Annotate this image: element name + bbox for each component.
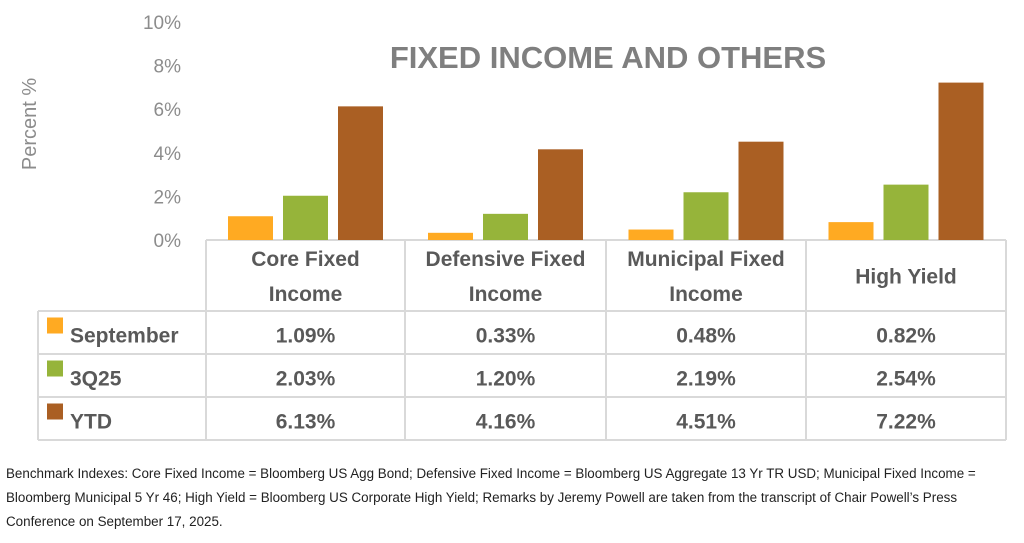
bar-3q25-1 — [483, 213, 528, 240]
category-label: Income — [669, 283, 743, 306]
table-cell-value: 7.22% — [876, 411, 936, 434]
bar-ytd-1 — [538, 149, 583, 240]
table-cell-value: 0.82% — [876, 325, 936, 348]
table-cell-value: 2.54% — [876, 368, 936, 391]
y-tick-label: 4% — [154, 144, 182, 165]
table-cell-value: 6.13% — [276, 411, 336, 434]
bar-3q25-2 — [683, 192, 729, 240]
y-axis-label: Percent % — [19, 78, 41, 170]
table-cell-value: 2.03% — [276, 368, 336, 391]
table-cell-value: 1.20% — [476, 368, 536, 391]
table-cell-value: 2.19% — [676, 368, 736, 391]
chart-title: FIXED INCOME AND OTHERS — [390, 40, 826, 75]
bar-september-2 — [628, 229, 674, 240]
category-label: Municipal Fixed — [627, 248, 785, 271]
bar-september-1 — [428, 232, 473, 240]
bar-ytd-2 — [738, 141, 784, 240]
series-label: YTD — [70, 411, 112, 434]
series-label: September — [70, 325, 179, 348]
bar-september-3 — [828, 222, 874, 240]
category-label: Defensive Fixed — [426, 248, 586, 271]
legend-swatch-september — [47, 317, 63, 334]
table-cell-value: 0.33% — [476, 325, 536, 348]
table-cell-value: 4.51% — [676, 411, 736, 434]
footnote: Benchmark Indexes: Core Fixed Income = B… — [6, 466, 976, 529]
category-label: Core Fixed — [251, 248, 360, 271]
bar-ytd-3 — [938, 82, 984, 240]
bar-3q25-3 — [883, 184, 929, 240]
category-label: Income — [469, 283, 543, 306]
y-tick-label: 0% — [154, 231, 182, 252]
bar-3q25-0 — [283, 195, 328, 240]
category-label: High Yield — [855, 266, 957, 289]
y-tick-label: 2% — [154, 187, 182, 208]
y-tick-label: 6% — [154, 100, 182, 121]
legend-swatch-3q25 — [47, 360, 63, 377]
table-cell-value: 4.16% — [476, 411, 536, 434]
bar-ytd-0 — [338, 106, 383, 240]
y-tick-label: 8% — [154, 57, 182, 78]
legend-swatch-ytd — [47, 403, 63, 420]
table-cell-value: 1.09% — [276, 325, 336, 348]
series-label: 3Q25 — [70, 368, 122, 391]
y-tick-label: 10% — [143, 13, 181, 34]
fixed-income-chart: 0% 2% 4% 6% 8% 10% Percent % FIXED INCOME AND O… — [19, 13, 1007, 441]
table-cell-value: 0.48% — [676, 325, 736, 348]
category-label: Income — [269, 283, 343, 306]
bar-september-0 — [228, 216, 273, 240]
